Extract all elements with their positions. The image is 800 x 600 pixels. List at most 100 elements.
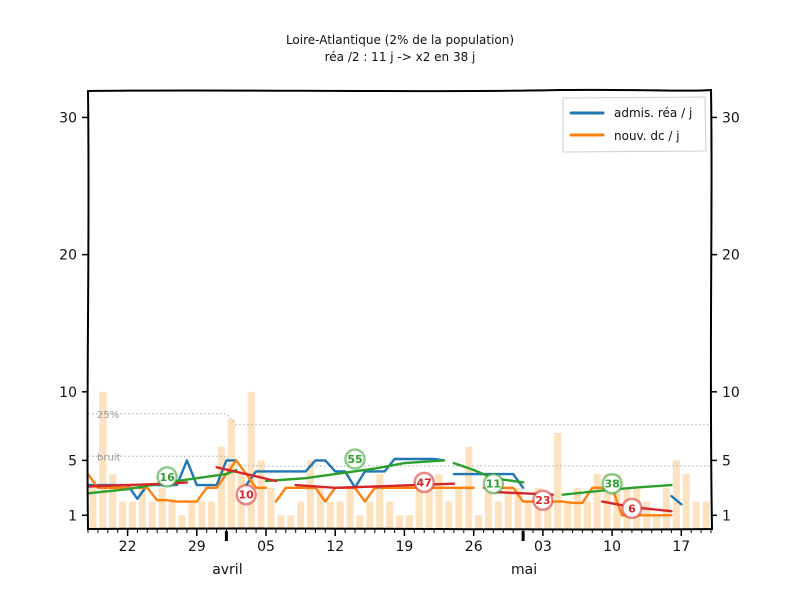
daily-bar xyxy=(336,501,344,529)
badge-label: 55 xyxy=(347,453,362,466)
daily-bar xyxy=(425,487,433,529)
daily-bar xyxy=(732,515,739,529)
x-tick-label: 03 xyxy=(534,539,552,555)
plot-frame xyxy=(86,88,714,531)
x-axis: 22 29 05 12 19 26 03 10 17 avril mai xyxy=(87,529,712,578)
reference-line xyxy=(88,413,711,426)
daily-bar xyxy=(138,487,146,529)
daily-bar xyxy=(682,474,690,529)
month-label: avril xyxy=(212,562,242,578)
daily-bar xyxy=(772,502,779,529)
daily-bar xyxy=(306,460,314,529)
chart-title: Loire-Atlantique (2% de la population) xyxy=(286,33,514,47)
badge-circle xyxy=(532,489,554,511)
daily-bar xyxy=(316,487,324,529)
daily-bar xyxy=(455,487,463,529)
daily-bar xyxy=(762,474,769,529)
daily-bar xyxy=(742,488,749,529)
daily-bar xyxy=(148,501,156,529)
series-line xyxy=(452,461,525,484)
badges: 16 10 55 47 11 23 38 6 xyxy=(156,448,643,520)
badge-circle xyxy=(482,472,505,495)
daily-bar xyxy=(692,501,700,529)
daily-bar xyxy=(168,501,176,529)
daily-bar xyxy=(653,515,661,529)
y-axis: 1 1 5 5 10 10 20 20 30 30 xyxy=(59,110,740,524)
daily-bar xyxy=(356,515,364,529)
x-tick-label: 05 xyxy=(257,539,275,555)
daily-bar xyxy=(544,501,552,529)
x-tick-label: 10 xyxy=(603,539,621,555)
daily-bar xyxy=(494,501,502,529)
badge-label: 6 xyxy=(628,502,636,515)
y-tick-label-left: 20 xyxy=(59,248,77,264)
x-tick-label: 12 xyxy=(326,539,344,555)
badge-circle xyxy=(156,466,178,488)
daily-bar xyxy=(376,474,384,529)
daily-bar xyxy=(158,487,166,529)
daily-bar xyxy=(593,474,601,529)
x-tick-label: 19 xyxy=(395,539,413,555)
badge-label: 47 xyxy=(417,476,432,489)
badge-circle xyxy=(621,497,643,520)
y-tick-label-left: 10 xyxy=(59,385,77,401)
daily-bar xyxy=(267,487,275,529)
daily-bar xyxy=(297,501,305,529)
daily-bar xyxy=(395,515,403,529)
series-line xyxy=(88,459,268,503)
daily-bar xyxy=(415,487,423,529)
series-line xyxy=(482,486,673,517)
y-tick-label-right: 30 xyxy=(722,110,740,126)
badge-label: 38 xyxy=(604,478,619,491)
daily-bar xyxy=(405,515,413,529)
y-tick-label-right: 20 xyxy=(722,248,740,264)
x-tick-label: 29 xyxy=(188,539,206,555)
daily-bar xyxy=(524,501,532,529)
x-tick-label: 22 xyxy=(119,539,137,555)
series-lines xyxy=(88,457,683,517)
badge-label: 16 xyxy=(159,471,175,484)
x-tick-label: 17 xyxy=(672,539,690,555)
daily-bar xyxy=(573,487,581,529)
daily-bar xyxy=(752,474,759,529)
series-line xyxy=(670,494,683,506)
x-tick-label: 26 xyxy=(465,539,483,555)
daily-bar xyxy=(514,487,522,529)
badge-label: 11 xyxy=(486,478,501,491)
daily-bar xyxy=(257,460,265,529)
y-tick-label-right: 10 xyxy=(722,385,740,401)
daily-bar xyxy=(99,391,107,529)
daily-bar xyxy=(564,501,572,529)
legend: admis. réa / j nouv. dc / j xyxy=(562,96,707,153)
daily-bar xyxy=(326,501,334,529)
daily-bar xyxy=(672,460,680,529)
series-line xyxy=(88,481,189,488)
daily-bar xyxy=(504,487,512,529)
daily-bar xyxy=(484,487,492,529)
series-line xyxy=(452,472,525,489)
daily-bar xyxy=(782,474,789,529)
legend-label-dc: nouv. dc / j xyxy=(614,129,680,143)
badge-label: 10 xyxy=(239,489,255,502)
daily-bar xyxy=(178,515,186,529)
series-line xyxy=(215,466,278,483)
series-line xyxy=(88,468,238,495)
daily-bar xyxy=(366,501,374,529)
daily-bar xyxy=(128,501,136,529)
badge-label: 23 xyxy=(535,494,550,507)
daily-bar xyxy=(475,515,483,529)
month-label: mai xyxy=(511,562,537,578)
legend-label-rea: admis. réa / j xyxy=(614,106,692,120)
chart-subtitle: réa /2 : 11 j -> x2 en 38 j xyxy=(325,50,476,64)
series-line xyxy=(245,457,446,489)
badge-circle xyxy=(601,472,623,495)
daily-bar xyxy=(277,515,285,529)
daily-bar xyxy=(109,474,117,529)
daily-bar xyxy=(792,488,799,529)
daily-bar xyxy=(662,487,670,529)
daily-bar xyxy=(208,501,216,529)
y-tick-label-left: 30 xyxy=(59,110,77,126)
daily-bar xyxy=(247,391,255,529)
legend-box xyxy=(562,96,707,153)
